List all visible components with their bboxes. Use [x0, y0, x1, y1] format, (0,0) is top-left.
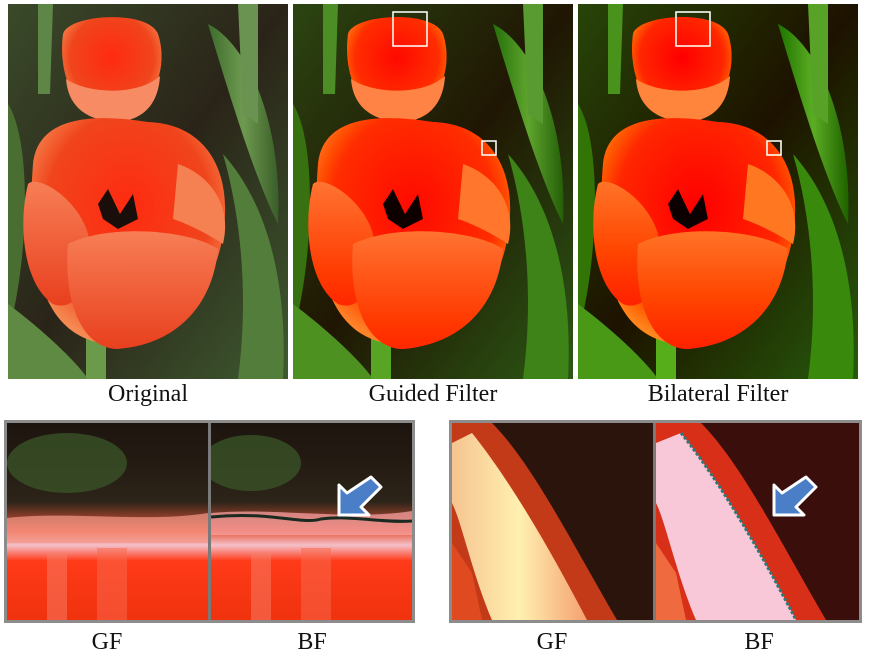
bilateral-filter-tulip-image	[578, 4, 858, 379]
caption-guided-filter: Guided Filter	[368, 381, 498, 407]
arrow-icon	[337, 475, 383, 517]
guided-filter-image-panel	[293, 4, 573, 379]
original-image-panel	[8, 4, 288, 379]
zoom-bf-top	[211, 423, 412, 620]
crop-box-top	[392, 11, 428, 47]
crop-box-edge	[766, 140, 782, 156]
guided-filter-tulip-image	[293, 4, 573, 379]
crop-box-edge	[481, 140, 497, 156]
caption-original: Original	[108, 381, 188, 407]
caption-bf-left: BF	[297, 629, 327, 655]
zoom-bf-edge	[656, 423, 859, 620]
crop-box-top	[675, 11, 711, 47]
original-tulip-image	[8, 4, 288, 379]
zoom-comparison-right	[449, 420, 862, 623]
caption-gf-right: GF	[536, 629, 568, 655]
caption-bf-right: BF	[744, 629, 774, 655]
arrow-icon	[772, 475, 818, 517]
zoom-comparison-left	[4, 420, 415, 623]
caption-bilateral-filter: Bilateral Filter	[647, 381, 789, 407]
zoom-gf-edge	[452, 423, 653, 620]
zoom-gf-top	[7, 423, 208, 620]
caption-gf-left: GF	[91, 629, 123, 655]
bilateral-filter-image-panel	[578, 4, 858, 379]
